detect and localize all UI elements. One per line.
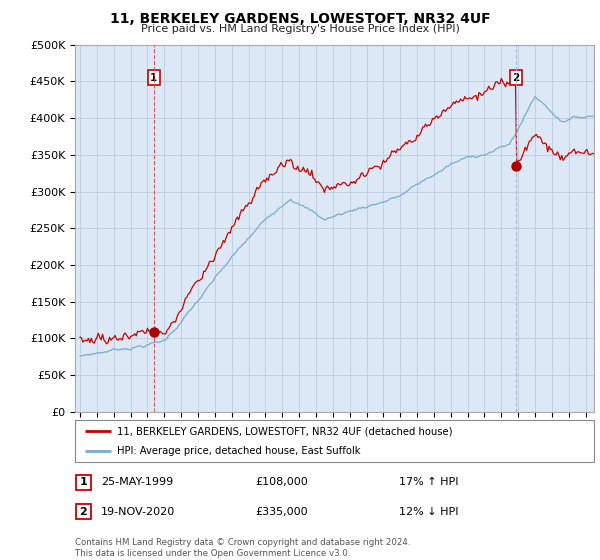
Text: 2: 2 (512, 73, 520, 83)
Text: 1: 1 (80, 477, 87, 487)
Text: Contains HM Land Registry data © Crown copyright and database right 2024.
This d: Contains HM Land Registry data © Crown c… (75, 538, 410, 558)
Text: 17% ↑ HPI: 17% ↑ HPI (399, 477, 458, 487)
Text: 11, BERKELEY GARDENS, LOWESTOFT, NR32 4UF: 11, BERKELEY GARDENS, LOWESTOFT, NR32 4U… (110, 12, 490, 26)
Text: 25-MAY-1999: 25-MAY-1999 (101, 477, 173, 487)
Text: 11, BERKELEY GARDENS, LOWESTOFT, NR32 4UF (detached house): 11, BERKELEY GARDENS, LOWESTOFT, NR32 4U… (116, 426, 452, 436)
Text: 12% ↓ HPI: 12% ↓ HPI (399, 507, 458, 517)
Text: £108,000: £108,000 (255, 477, 308, 487)
Text: HPI: Average price, detached house, East Suffolk: HPI: Average price, detached house, East… (116, 446, 360, 456)
Text: 2: 2 (80, 507, 87, 517)
Text: Price paid vs. HM Land Registry's House Price Index (HPI): Price paid vs. HM Land Registry's House … (140, 24, 460, 34)
Text: 19-NOV-2020: 19-NOV-2020 (101, 507, 175, 517)
Text: £335,000: £335,000 (255, 507, 308, 517)
Text: 1: 1 (150, 73, 157, 83)
